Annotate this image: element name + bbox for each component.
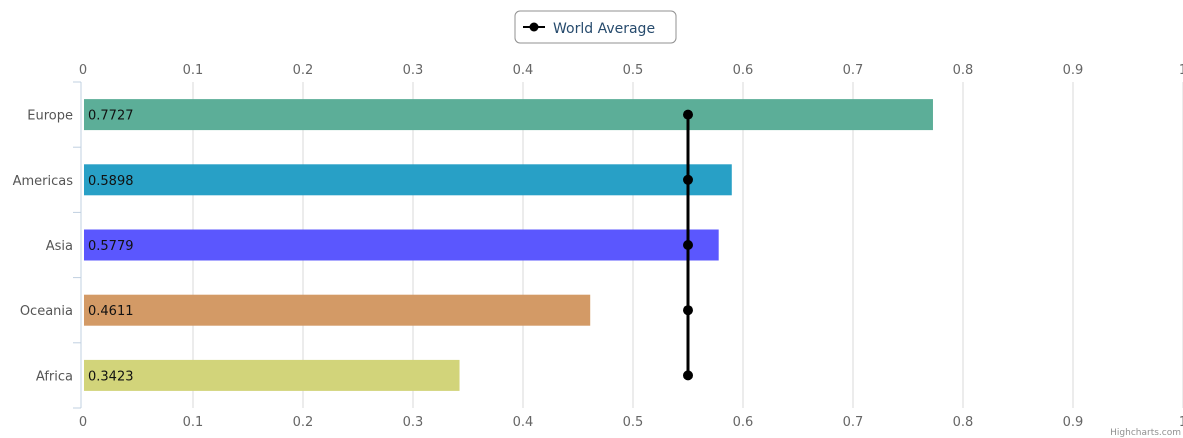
bottom-tick-label: 0.3 bbox=[403, 415, 424, 430]
bottom-tick-label: 1 bbox=[1179, 415, 1183, 430]
bottom-tick-label: 0.7 bbox=[843, 415, 864, 430]
credits[interactable]: Highcharts.com bbox=[1110, 428, 1181, 438]
bottom-tick-label: 0.2 bbox=[293, 415, 314, 430]
bar bbox=[84, 359, 460, 391]
data-labels: 0.7727 0.5898 0.5779 0.4611 0.3423 bbox=[88, 109, 134, 385]
world-average-point bbox=[683, 174, 693, 185]
legend-marker-symbol bbox=[529, 22, 539, 32]
bottom-tick-label: 0 bbox=[79, 415, 87, 430]
top-axis-ticks: 0 0.1 0.2 0.3 0.4 0.5 0.6 0.7 0.8 0.9 1 bbox=[79, 63, 1183, 78]
category-label: Asia bbox=[46, 239, 73, 254]
bottom-tick-label: 0.4 bbox=[513, 415, 534, 430]
bar bbox=[84, 229, 719, 261]
bottom-axis-ticks: 0 0.1 0.2 0.3 0.4 0.5 0.6 0.7 0.8 0.9 1 bbox=[79, 415, 1183, 430]
category-axis: Europe Americas Asia Oceania Africa bbox=[13, 81, 82, 409]
legend[interactable]: World Average bbox=[514, 10, 677, 44]
world-average-point bbox=[683, 109, 693, 120]
top-tick-label: 0.6 bbox=[733, 63, 754, 78]
bar-data-label: 0.5898 bbox=[88, 174, 134, 189]
bar-data-label: 0.5779 bbox=[88, 239, 134, 254]
world-average-series bbox=[683, 109, 693, 381]
legend-box[interactable] bbox=[514, 10, 677, 44]
category-label: Americas bbox=[13, 174, 74, 189]
top-tick-label: 0.4 bbox=[513, 63, 534, 78]
top-tick-label: 0.1 bbox=[183, 63, 204, 78]
bottom-tick-label: 0.1 bbox=[183, 415, 204, 430]
top-tick-label: 0.7 bbox=[843, 63, 864, 78]
bar-data-label: 0.7727 bbox=[88, 109, 134, 124]
category-label: Europe bbox=[27, 109, 73, 124]
top-tick-label: 1 bbox=[1179, 63, 1183, 78]
world-average-point bbox=[683, 370, 693, 381]
top-tick-label: 0 bbox=[79, 63, 87, 78]
category-label: Oceania bbox=[20, 304, 73, 319]
top-tick-label: 0.9 bbox=[1063, 63, 1084, 78]
bar bbox=[84, 294, 591, 326]
world-average-point bbox=[683, 305, 693, 316]
bar-data-label: 0.4611 bbox=[88, 304, 134, 319]
bottom-tick-label: 0.8 bbox=[953, 415, 974, 430]
top-tick-label: 0.2 bbox=[293, 63, 314, 78]
bottom-tick-label: 0.5 bbox=[623, 415, 644, 430]
bar bbox=[84, 99, 933, 131]
bar bbox=[84, 164, 732, 196]
bottom-tick-label: 0.9 bbox=[1063, 415, 1084, 430]
bar-series bbox=[84, 99, 933, 391]
top-tick-label: 0.3 bbox=[403, 63, 424, 78]
top-tick-label: 0.5 bbox=[623, 63, 644, 78]
world-average-point bbox=[683, 240, 693, 250]
category-label: Africa bbox=[36, 369, 73, 384]
bar-data-label: 0.3423 bbox=[88, 369, 134, 384]
legend-label[interactable]: World Average bbox=[553, 21, 655, 37]
top-tick-label: 0.8 bbox=[953, 63, 974, 78]
bottom-tick-label: 0.6 bbox=[733, 415, 754, 430]
